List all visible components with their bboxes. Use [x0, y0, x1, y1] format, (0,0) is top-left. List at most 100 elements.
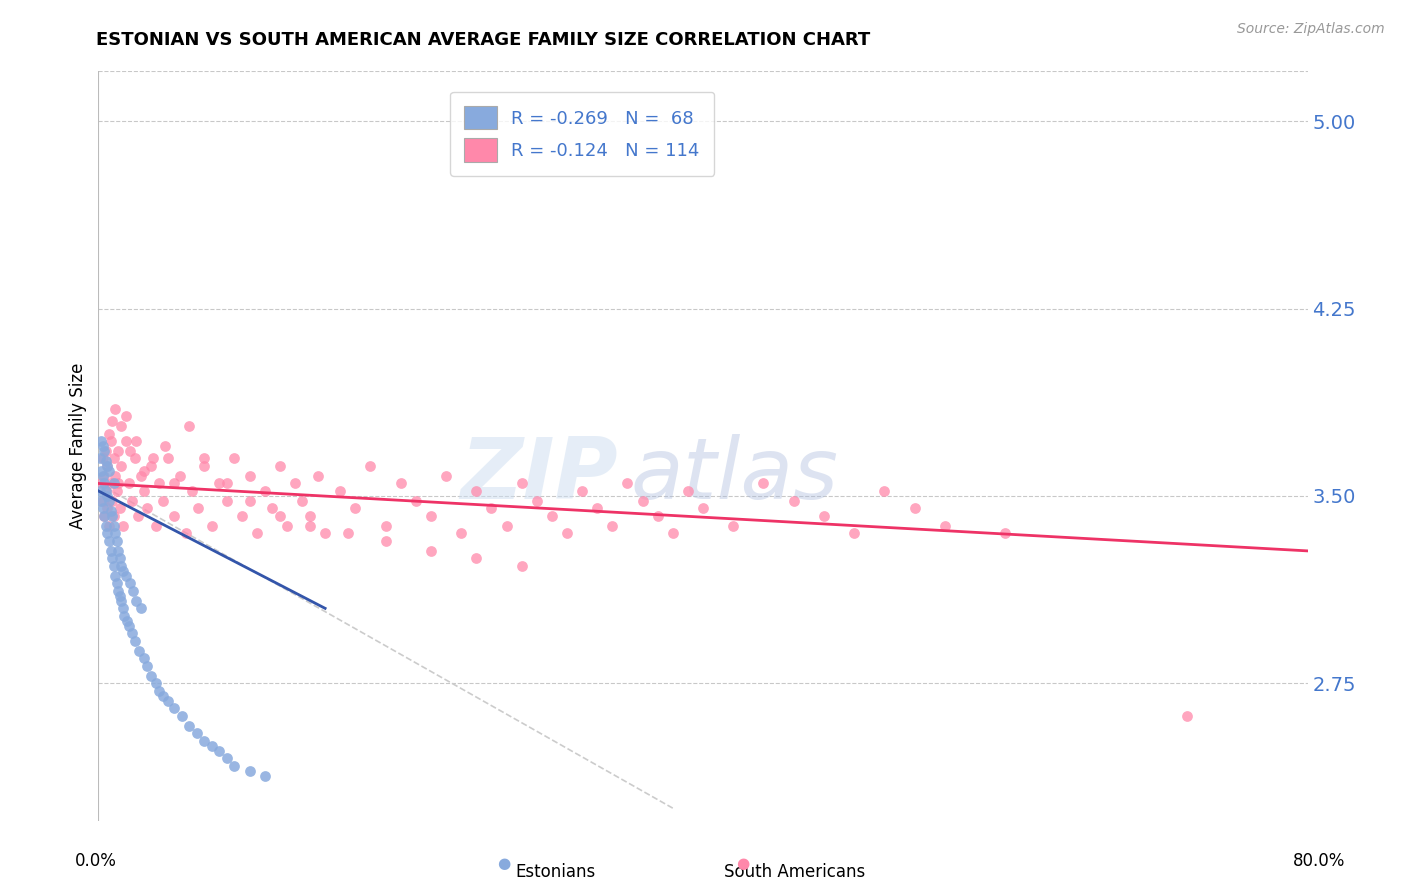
Point [107, 476, 129, 491]
Point [104, 469, 127, 483]
Point [91, 494, 114, 508]
Point [90, 476, 112, 491]
Point [844, 526, 866, 541]
Point [98, 426, 121, 441]
Point [91, 451, 114, 466]
Point [291, 494, 314, 508]
Point [465, 483, 488, 498]
Point [118, 619, 141, 633]
Point [100, 504, 122, 518]
Point [93, 508, 115, 523]
Point [156, 451, 179, 466]
Point [934, 519, 956, 533]
Point [141, 458, 163, 473]
Point [132, 483, 155, 498]
Point [616, 476, 638, 491]
Point [752, 476, 775, 491]
Point [135, 658, 157, 673]
Point [201, 519, 224, 533]
Text: ZIP: ZIP [461, 434, 619, 517]
Point [91, 439, 114, 453]
Point [299, 508, 322, 523]
Point [108, 551, 131, 566]
Point [186, 726, 208, 740]
Point [174, 526, 197, 541]
Point [93, 476, 115, 491]
Point [129, 469, 152, 483]
Text: ESTONIAN VS SOUTH AMERICAN AVERAGE FAMILY SIZE CORRELATION CHART: ESTONIAN VS SOUTH AMERICAN AVERAGE FAMIL… [96, 31, 870, 49]
Point [231, 508, 253, 523]
Point [153, 439, 176, 453]
Point [94, 519, 117, 533]
Point [723, 519, 745, 533]
Point [110, 594, 132, 608]
Point [90, 494, 112, 508]
Point [118, 476, 141, 491]
Point [170, 708, 193, 723]
Point [122, 583, 145, 598]
Point [169, 469, 191, 483]
Point [239, 469, 262, 483]
Point [148, 683, 170, 698]
Text: 0.0%: 0.0% [75, 852, 117, 870]
Point [253, 769, 276, 783]
Point [450, 526, 472, 541]
Point [98, 533, 121, 548]
Point [540, 508, 562, 523]
Point [692, 501, 714, 516]
Point [142, 451, 165, 466]
Point [100, 544, 122, 558]
Point [314, 526, 336, 541]
Point [103, 451, 125, 466]
Point [994, 526, 1017, 541]
Point [105, 533, 128, 548]
Point [405, 494, 427, 508]
Point [94, 444, 117, 458]
Point [114, 409, 136, 423]
Point [631, 494, 654, 508]
Point [156, 694, 179, 708]
Text: ●: ● [496, 856, 510, 871]
Point [129, 601, 152, 615]
Point [115, 614, 138, 628]
Point [676, 483, 699, 498]
Point [128, 644, 150, 658]
Point [873, 483, 896, 498]
Point [112, 608, 135, 623]
Point [602, 519, 624, 533]
Point [105, 483, 128, 498]
Point [1175, 708, 1198, 723]
Point [100, 434, 122, 448]
Point [465, 551, 488, 566]
Point [91, 501, 114, 516]
Point [187, 501, 209, 516]
Point [91, 469, 114, 483]
Point [224, 451, 246, 466]
Point [269, 508, 291, 523]
Point [124, 633, 146, 648]
Point [208, 476, 231, 491]
Point [101, 494, 124, 508]
Point [90, 464, 112, 478]
Point [104, 569, 127, 583]
Point [98, 494, 121, 508]
Point [420, 508, 443, 523]
Point [374, 519, 396, 533]
Text: ●: ● [735, 856, 749, 871]
Point [389, 476, 412, 491]
Point [661, 526, 683, 541]
Point [179, 719, 201, 733]
Point [93, 469, 115, 483]
Point [481, 501, 503, 516]
Point [120, 576, 142, 591]
Point [120, 444, 142, 458]
Point [127, 508, 149, 523]
Point [96, 458, 118, 473]
Point [98, 519, 121, 533]
Point [103, 508, 125, 523]
Point [101, 414, 124, 428]
Point [94, 483, 117, 498]
Point [201, 739, 224, 753]
Point [152, 689, 174, 703]
Point [96, 458, 118, 473]
